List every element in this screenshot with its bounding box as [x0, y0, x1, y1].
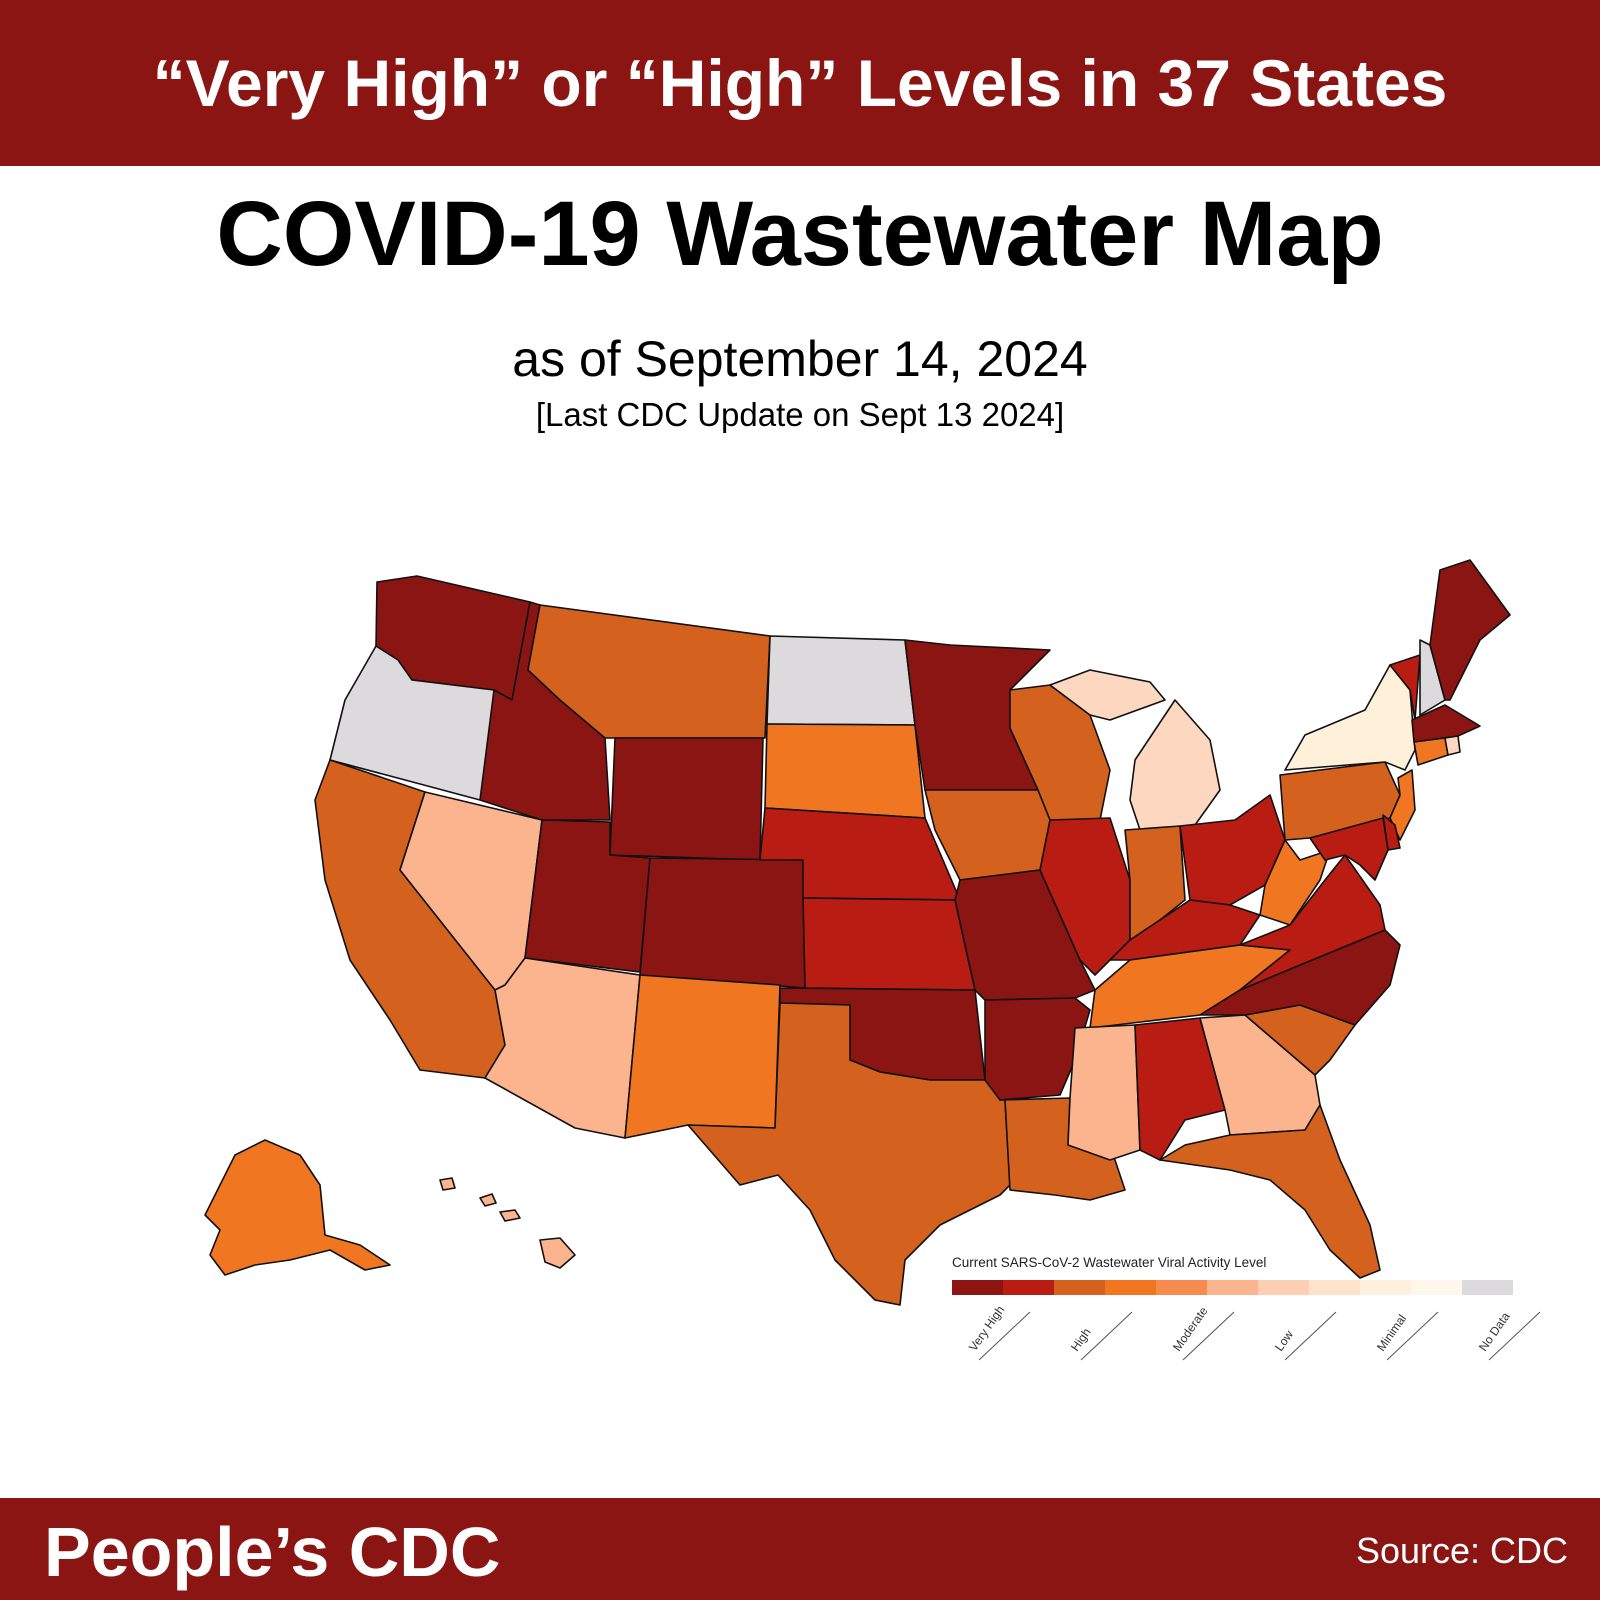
legend-swatch [1003, 1280, 1054, 1295]
state-west-virginia[interactable] [1259, 839, 1331, 926]
last-update-note: [Last CDC Update on Sept 13 2024] [535, 396, 1065, 433]
legend-swatch [952, 1280, 1003, 1295]
state-hawaii[interactable] [439, 1177, 576, 1269]
state-michigan[interactable] [1049, 669, 1221, 831]
state-connecticut[interactable] [1413, 737, 1449, 766]
state-wyoming[interactable] [609, 737, 764, 861]
state-mississippi[interactable] [1067, 1024, 1141, 1161]
legend-divider [1386, 1311, 1439, 1361]
state-arkansas[interactable] [984, 997, 1091, 1101]
state-new-jersey[interactable] [1389, 769, 1416, 841]
bottom-banner: People’s CDC Source: CDC [0, 1498, 1600, 1600]
state-texas[interactable] [687, 1002, 1011, 1306]
state-alaska[interactable] [204, 1139, 391, 1276]
legend-swatch [1360, 1280, 1411, 1295]
legend-divider [978, 1311, 1031, 1361]
legend-title: Current SARS-CoV-2 Wastewater Viral Acti… [952, 1255, 1266, 1270]
state-virginia[interactable] [1239, 854, 1386, 991]
state-colorado[interactable] [639, 857, 806, 989]
legend-swatch [1105, 1280, 1156, 1295]
legend-swatch [1258, 1280, 1309, 1295]
state-maryland[interactable] [1309, 817, 1389, 881]
legend-label: Low [1272, 1327, 1296, 1353]
state-north-dakota[interactable] [766, 635, 916, 726]
legend-divider [1080, 1311, 1133, 1361]
legend-divider [1488, 1311, 1541, 1361]
legend-divider [1182, 1311, 1235, 1361]
state-florida[interactable] [1159, 1104, 1381, 1279]
state-new-york[interactable] [1284, 664, 1416, 771]
legend-swatch [1054, 1280, 1105, 1295]
legend: Current SARS-CoV-2 Wastewater Viral Acti… [952, 1255, 1541, 1361]
brand-logo-text: People’s CDC [44, 1513, 501, 1591]
state-maine[interactable] [1429, 559, 1511, 701]
state-arizona[interactable] [484, 957, 641, 1139]
legend-swatch [1156, 1280, 1207, 1295]
state-south-dakota[interactable] [764, 723, 926, 819]
legend-label: Very High [966, 1303, 1007, 1354]
legend-divider [1284, 1311, 1337, 1361]
state-massachusetts[interactable] [1411, 704, 1481, 743]
state-kansas[interactable] [802, 897, 976, 991]
legend-label: High [1068, 1325, 1094, 1353]
map-date: as of September 14, 2024 [512, 331, 1088, 387]
legend-label: No Data [1476, 1309, 1513, 1353]
legend-swatch [1309, 1280, 1360, 1295]
state-rhode-island[interactable] [1444, 735, 1461, 756]
legend-label: Moderate [1170, 1304, 1211, 1354]
banner-headline: “Very High” or “High” Levels in 37 State… [152, 46, 1448, 120]
legend-swatch [1462, 1280, 1513, 1295]
legend-label: Minimal [1374, 1312, 1409, 1354]
legend-swatch [1207, 1280, 1258, 1295]
top-banner: “Very High” or “High” Levels in 37 State… [0, 0, 1600, 166]
source-credit: Source: CDC [1355, 1530, 1568, 1571]
map-title: COVID-19 Wastewater Map [216, 183, 1384, 285]
state-new-mexico[interactable] [624, 974, 781, 1139]
legend-swatch [1411, 1280, 1462, 1295]
